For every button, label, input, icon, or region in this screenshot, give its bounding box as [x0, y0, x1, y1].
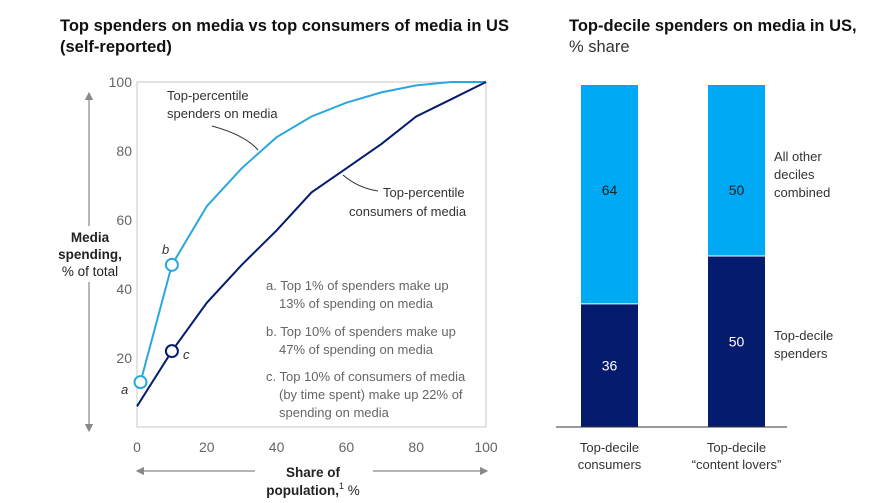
note-line: (by time spent) make up 22% of — [279, 387, 463, 402]
bar-value-label: 50 — [729, 334, 745, 350]
left-chart-title-line2: (self-reported) — [60, 38, 172, 56]
consumers-line — [136, 81, 487, 407]
legend-top-decile-line2: spenders — [774, 346, 828, 361]
y-tick-label: 40 — [116, 281, 132, 297]
spenders-label-leader — [211, 125, 259, 151]
spenders-line — [139, 81, 486, 383]
x-label-background — [255, 461, 373, 501]
series-markers — [133, 257, 179, 390]
y-tick-label: 80 — [116, 143, 132, 159]
x-tick-label: 80 — [408, 439, 424, 455]
y-tick-label: 60 — [116, 212, 132, 228]
x-tick-label: 40 — [269, 439, 285, 455]
note-line: c. Top 10% of consumers of media — [266, 369, 466, 384]
y-tick-label: 20 — [116, 350, 132, 366]
y-axis-label-line2: spending, — [58, 247, 122, 262]
note-line: b. Top 10% of spenders make up — [266, 324, 456, 339]
line-chart: 20 40 60 80 100 0 20 40 60 80 100 Media spending,… — [52, 74, 498, 501]
y-axis-label-line1: Media — [71, 230, 110, 245]
y-axis-ticks: 20 40 60 80 100 — [109, 74, 133, 366]
bar-segment — [708, 256, 765, 427]
y-tick-label: 100 — [109, 74, 133, 90]
x-axis-label-footnote: 1 — [339, 481, 344, 491]
spenders-series-label-line1: Top-percentile — [167, 88, 249, 103]
x-tick-label: 100 — [474, 439, 498, 455]
bar-category-label: “content lovers” — [692, 457, 782, 472]
consumers-series-label-line1: Top-percentile — [383, 185, 465, 200]
right-chart-title: Top-decile spenders on media in US, % sh… — [569, 16, 889, 58]
point-label-c: c — [183, 347, 190, 362]
series-lines — [136, 81, 487, 407]
spenders-series-label-line2: spenders on media — [167, 106, 278, 121]
point-label-a: a — [121, 382, 128, 397]
x-tick-label: 20 — [199, 439, 215, 455]
bar-segment — [708, 85, 765, 256]
x-tick-label: 0 — [133, 439, 141, 455]
bar-segment — [581, 303, 638, 427]
left-chart-title: Top spenders on media vs top consumers o… — [60, 16, 530, 58]
marker-b — [164, 257, 179, 272]
note-line: 13% of spending on media — [279, 296, 434, 311]
bar-category-label: Top-decile — [580, 440, 639, 455]
legend-other-deciles-line2: deciles — [774, 167, 815, 182]
consumers-label-leader — [342, 174, 379, 192]
x-axis-label-bold: population, — [266, 483, 339, 498]
y-axis-label-line3: % of total — [62, 264, 118, 279]
x-tick-label: 60 — [339, 439, 355, 455]
x-axis-label-line2: population,1 % — [266, 481, 360, 498]
bar-value-label: 64 — [602, 182, 618, 198]
left-chart-title-line1: Top spenders on media vs top consumers o… — [60, 17, 509, 35]
plot-frame — [136, 81, 487, 428]
marker-c — [164, 344, 179, 359]
consumers-series-label-line2: consumers of media — [349, 204, 467, 219]
x-axis-label-line1: Share of — [286, 465, 341, 480]
bars: 36 64 50 50 — [581, 85, 765, 427]
bar-category-labels: Top-decile consumers Top-decile “content lo… — [578, 440, 782, 472]
point-label-b: b — [162, 242, 169, 257]
note-line: 47% of spending on media — [279, 342, 434, 357]
right-chart-title-line1: Top-decile spenders on media in US, — [569, 17, 857, 35]
bar-category-label: Top-decile — [707, 440, 766, 455]
bar-value-label: 36 — [602, 357, 618, 373]
annotation-notes: a. Top 1% of spenders make up 13% of spen… — [266, 278, 466, 420]
stacked-bar-chart: 36 64 50 50 Top-decile consumers Top-decile “c… — [556, 85, 833, 472]
note-line: spending on media — [279, 405, 390, 420]
legend-top-decile-line1: Top-decile — [774, 328, 833, 343]
x-axis-label-unit: % — [344, 483, 360, 498]
right-chart-subtitle: % share — [569, 38, 630, 56]
x-axis-ticks: 0 20 40 60 80 100 — [133, 439, 498, 455]
bar-category-label: consumers — [578, 457, 642, 472]
marker-a — [133, 375, 148, 390]
y-label-background — [52, 226, 128, 282]
bar-value-label: 50 — [729, 182, 745, 198]
legend-other-deciles-line1: All other — [774, 149, 822, 164]
bar-segment — [581, 85, 638, 304]
legend-other-deciles-line3: combined — [774, 185, 830, 200]
note-line: a. Top 1% of spenders make up — [266, 278, 449, 293]
